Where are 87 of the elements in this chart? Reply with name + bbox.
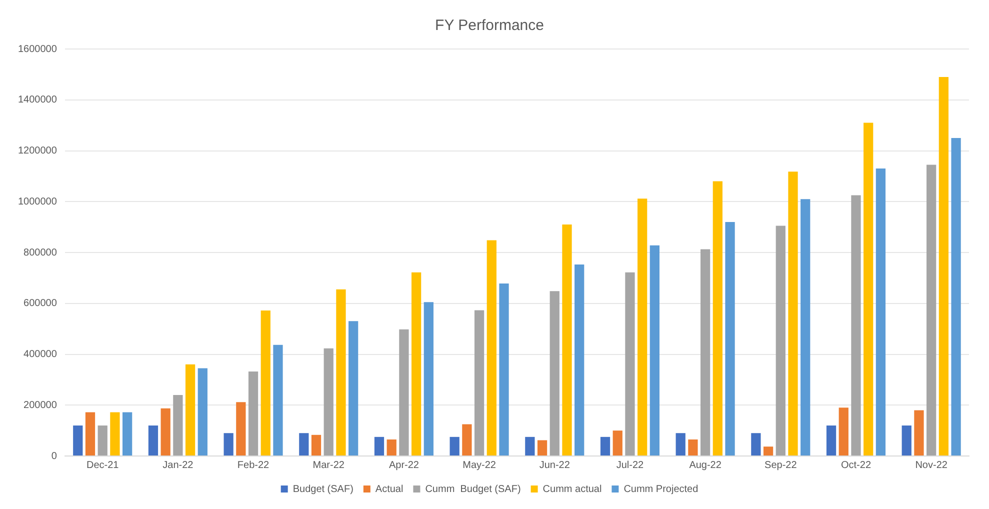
bar — [612, 430, 622, 456]
bar — [574, 264, 584, 456]
bar — [914, 410, 924, 456]
x-tick-label: Aug-22 — [689, 460, 722, 471]
y-tick-label: 0 — [51, 450, 58, 462]
bar — [160, 408, 170, 456]
y-tick-label: 400000 — [24, 349, 58, 360]
bar — [248, 372, 258, 456]
y-tick-label: 200000 — [24, 400, 58, 411]
bar — [562, 224, 572, 456]
bar — [336, 289, 346, 456]
bar — [173, 394, 183, 456]
x-tick-label: Jan-22 — [162, 460, 194, 471]
bar — [712, 181, 722, 456]
y-tick-label: 800000 — [24, 247, 58, 258]
y-tick-label: 1200000 — [18, 146, 58, 156]
bar — [751, 433, 761, 456]
bar — [73, 425, 83, 456]
bar — [537, 440, 548, 456]
x-tick-label: Mar-22 — [312, 460, 345, 471]
x-tick-label: Nov-22 — [915, 460, 948, 471]
bar — [864, 122, 874, 456]
bar — [499, 284, 509, 456]
bar — [185, 364, 196, 456]
bar — [273, 344, 283, 456]
legend-label: Cumm actual — [542, 484, 602, 495]
bar — [902, 425, 912, 456]
legend-label: Actual — [375, 484, 404, 495]
bar — [486, 240, 496, 456]
x-tick-label: Sep-22 — [764, 460, 798, 471]
legend-label: Cumm Budget (SAF) — [425, 484, 521, 495]
bar — [324, 348, 334, 456]
bar — [299, 433, 309, 456]
y-tick-label: 1600000 — [18, 44, 58, 55]
bar — [776, 226, 786, 456]
bar — [260, 310, 270, 456]
bar — [98, 425, 108, 456]
bar — [311, 434, 322, 456]
chart-title: FY Performance — [435, 17, 544, 34]
y-tick-label: 1000000 — [18, 196, 58, 208]
bar — [851, 195, 861, 456]
bar — [700, 249, 710, 456]
bar — [826, 425, 836, 456]
bar — [450, 436, 460, 456]
bar — [938, 76, 949, 456]
bar — [374, 436, 384, 456]
legend-label: Cumm Projected — [624, 484, 698, 495]
bar — [838, 408, 848, 456]
x-tick-label: Dec-21 — [86, 460, 120, 471]
legend-label: Budget (SAF) — [292, 484, 354, 495]
bar — [386, 439, 396, 456]
bar — [148, 425, 158, 456]
bar — [800, 199, 810, 456]
bar — [399, 329, 409, 456]
bar — [926, 164, 936, 456]
bar — [625, 272, 635, 456]
bar — [788, 172, 798, 456]
bar — [462, 424, 472, 456]
bar — [85, 412, 96, 456]
y-tick-label: 1400000 — [18, 94, 58, 106]
bar — [650, 245, 660, 456]
x-tick-label: May-22 — [462, 460, 496, 471]
bar — [110, 412, 120, 456]
x-tick-label: Oct-22 — [840, 460, 872, 471]
bar — [763, 446, 774, 456]
bar — [224, 433, 234, 456]
bar — [550, 291, 560, 456]
x-tick-label: Apr-22 — [388, 460, 420, 471]
x-tick-label: Feb-22 — [237, 460, 270, 471]
bar — [676, 433, 686, 456]
bar — [600, 436, 610, 456]
bar — [198, 368, 208, 456]
bar — [122, 412, 132, 456]
bar — [236, 402, 246, 456]
bar — [688, 439, 698, 456]
y-tick-label: 600000 — [24, 298, 58, 310]
bar — [725, 222, 735, 456]
bar — [424, 302, 434, 456]
bar — [474, 310, 484, 456]
bar — [525, 436, 535, 456]
bar — [348, 321, 358, 456]
x-tick-label: Jun-22 — [539, 460, 570, 471]
bar — [638, 198, 648, 456]
bar — [951, 138, 961, 456]
x-tick-label: Jul-22 — [616, 460, 644, 471]
bar — [411, 272, 422, 456]
bar — [876, 168, 886, 456]
